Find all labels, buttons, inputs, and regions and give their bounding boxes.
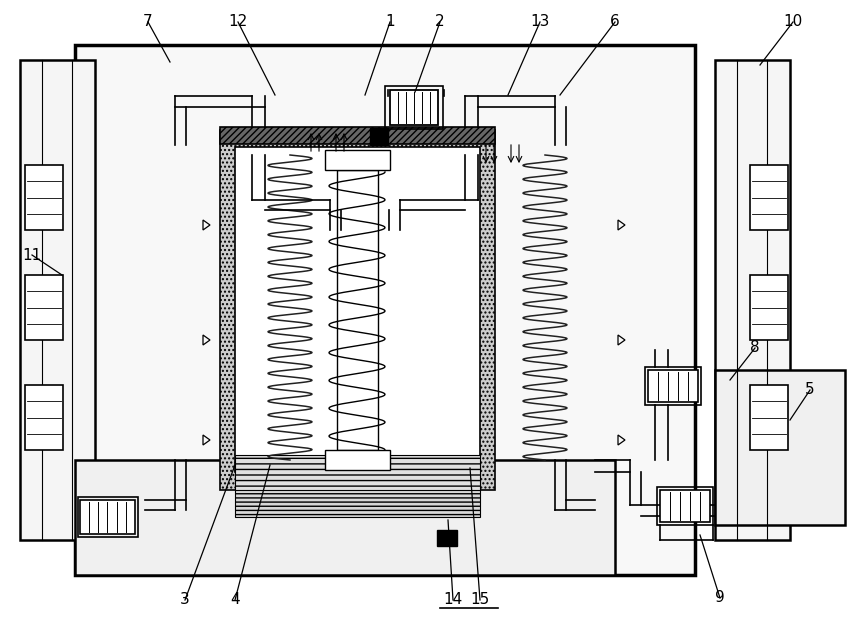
Bar	[235, 462, 480, 517]
Bar	[750, 385, 788, 450]
Text: 14: 14	[443, 593, 462, 607]
Bar	[657, 487, 713, 525]
Bar	[80, 500, 135, 534]
Bar	[25, 165, 63, 230]
Bar	[715, 60, 790, 540]
Bar	[750, 165, 788, 230]
Text: 12: 12	[229, 15, 247, 29]
Bar	[660, 490, 710, 522]
Bar	[325, 450, 390, 470]
Bar	[78, 497, 138, 537]
Bar	[325, 150, 390, 170]
Text: 1: 1	[385, 15, 395, 29]
Bar	[390, 90, 438, 125]
Text: 7: 7	[143, 15, 153, 29]
Text: 3: 3	[180, 593, 190, 607]
Bar	[645, 367, 701, 405]
Text: 4: 4	[230, 593, 240, 607]
Bar	[25, 385, 63, 450]
Text: 2: 2	[435, 15, 445, 29]
Bar	[235, 455, 480, 490]
Bar	[235, 147, 480, 472]
Bar	[20, 60, 95, 540]
Bar	[75, 460, 615, 575]
Bar	[220, 127, 495, 144]
Bar	[648, 370, 698, 402]
Text: 8: 8	[750, 340, 760, 355]
Text: 9: 9	[715, 591, 725, 605]
Text: 10: 10	[783, 15, 803, 29]
Bar	[220, 130, 495, 490]
Bar	[337, 170, 378, 450]
Text: 5: 5	[805, 383, 815, 397]
Text: 13: 13	[531, 15, 550, 29]
Text: 11: 11	[22, 248, 42, 262]
Bar	[370, 128, 388, 145]
Bar	[25, 275, 63, 340]
Bar	[715, 370, 845, 525]
Bar	[437, 530, 457, 546]
Text: 15: 15	[471, 593, 490, 607]
Bar	[750, 275, 788, 340]
Bar	[75, 45, 695, 575]
Text: 6: 6	[610, 15, 620, 29]
Bar	[385, 86, 443, 129]
